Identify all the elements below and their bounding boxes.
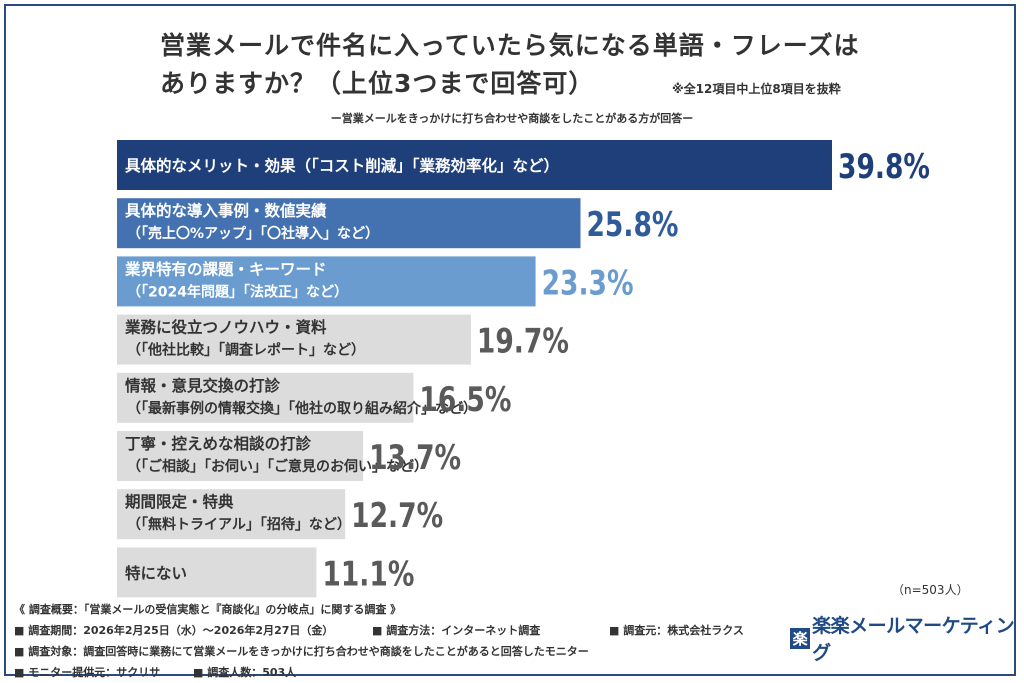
bar-3 [117,256,536,307]
category-label-3-line2: （「2024年問題」「法改正」など） [127,283,348,300]
bar-6 [117,431,364,481]
category-label-4-line2: （「他社比較」「調査レポート」など） [127,342,365,359]
value-label-6: 13.7% [369,438,461,478]
bar-2 [117,198,581,249]
logo-mark: 楽 [790,627,811,649]
survey-heading: 《 調査概要：「営業メールの受信実態と『商談化』の分岐点」に関する調査 》 [14,603,402,616]
category-label-6-line1: 丁寧・控えめな相談の打診 [125,434,312,453]
chart-subtitle: ー営業メールをきっかけに打ち合わせや商談をしたことがある方が回答ー [330,112,694,125]
survey-target: ■ 調査対象：調査回答時に業務にて営業メールをきっかけに打ち合わせや商談をしたこ… [14,645,589,658]
category-label-4-line1: 業務に役立つノウハウ・資料 [124,318,327,337]
value-label-8: 11.1% [322,554,414,594]
category-label-7-line1: 期間限定・特典 [125,492,234,511]
category-label-5-line2: （「最新事例の情報交換」「他社の取り組み紹介」など） [127,400,477,417]
bar-7 [117,489,346,540]
figure-frame [4,4,1016,676]
value-label-1: 39.8% [838,147,930,187]
chart-title-line2: ありますか？（上位3つまで回答可） [160,69,595,98]
value-label-5: 16.5% [419,380,511,420]
survey-period: ■ 調査期間：2026年2月25日（水）～2026年2月27日（金） [14,624,334,637]
value-label-2: 25.8% [586,205,678,245]
category-label-3-line1: 業界特有の課題・キーワード [124,259,327,278]
chart-note: ※全12項目中上位8項目を抜粋 [672,82,841,96]
survey-method: ■ 調査方法：インターネット調査 [372,624,541,637]
category-label-5-line1: 情報・意見交換の打診 [125,376,281,395]
survey-source: ■ 調査元：株式会社ラクス [609,624,744,637]
brand-logo: 楽 楽楽メールマーケティング [790,615,1024,664]
value-label-3: 23.3% [542,263,634,303]
bar-1 [117,140,832,190]
category-label-7-line2: （「無料トライアル」「招待」など） [127,516,351,533]
category-label-2-line1: 具体的な導入事例・数値実績 [125,201,327,220]
logo-text: 楽楽メールマーケティング [812,615,1015,664]
category-label-1-line1: 具体的なメリット・効果（「コスト削減」「業務効率化」など） [125,156,559,175]
category-label-6-line2: （「ご相談」「お伺い」「ご意見のお伺い」など） [127,458,428,475]
value-label-4: 19.7% [477,322,569,362]
bar-5 [117,372,414,423]
value-label-7: 12.7% [351,496,443,536]
bar-8 [117,547,317,598]
sample-size-label: （n=503人） [892,583,969,597]
bar-4 [117,314,471,365]
survey-count: ■ 調査人数：503人 [193,666,297,679]
chart-title-line1: 営業メールで件名に入っていたら気になる単語・フレーズは [160,31,860,60]
category-label-8-line1: 特にない [125,563,187,582]
survey-provider: ■ モニター提供元：サクリサ [14,666,161,679]
category-label-2-line2: （「売上〇%アップ」「〇社導入」など） [127,225,379,242]
